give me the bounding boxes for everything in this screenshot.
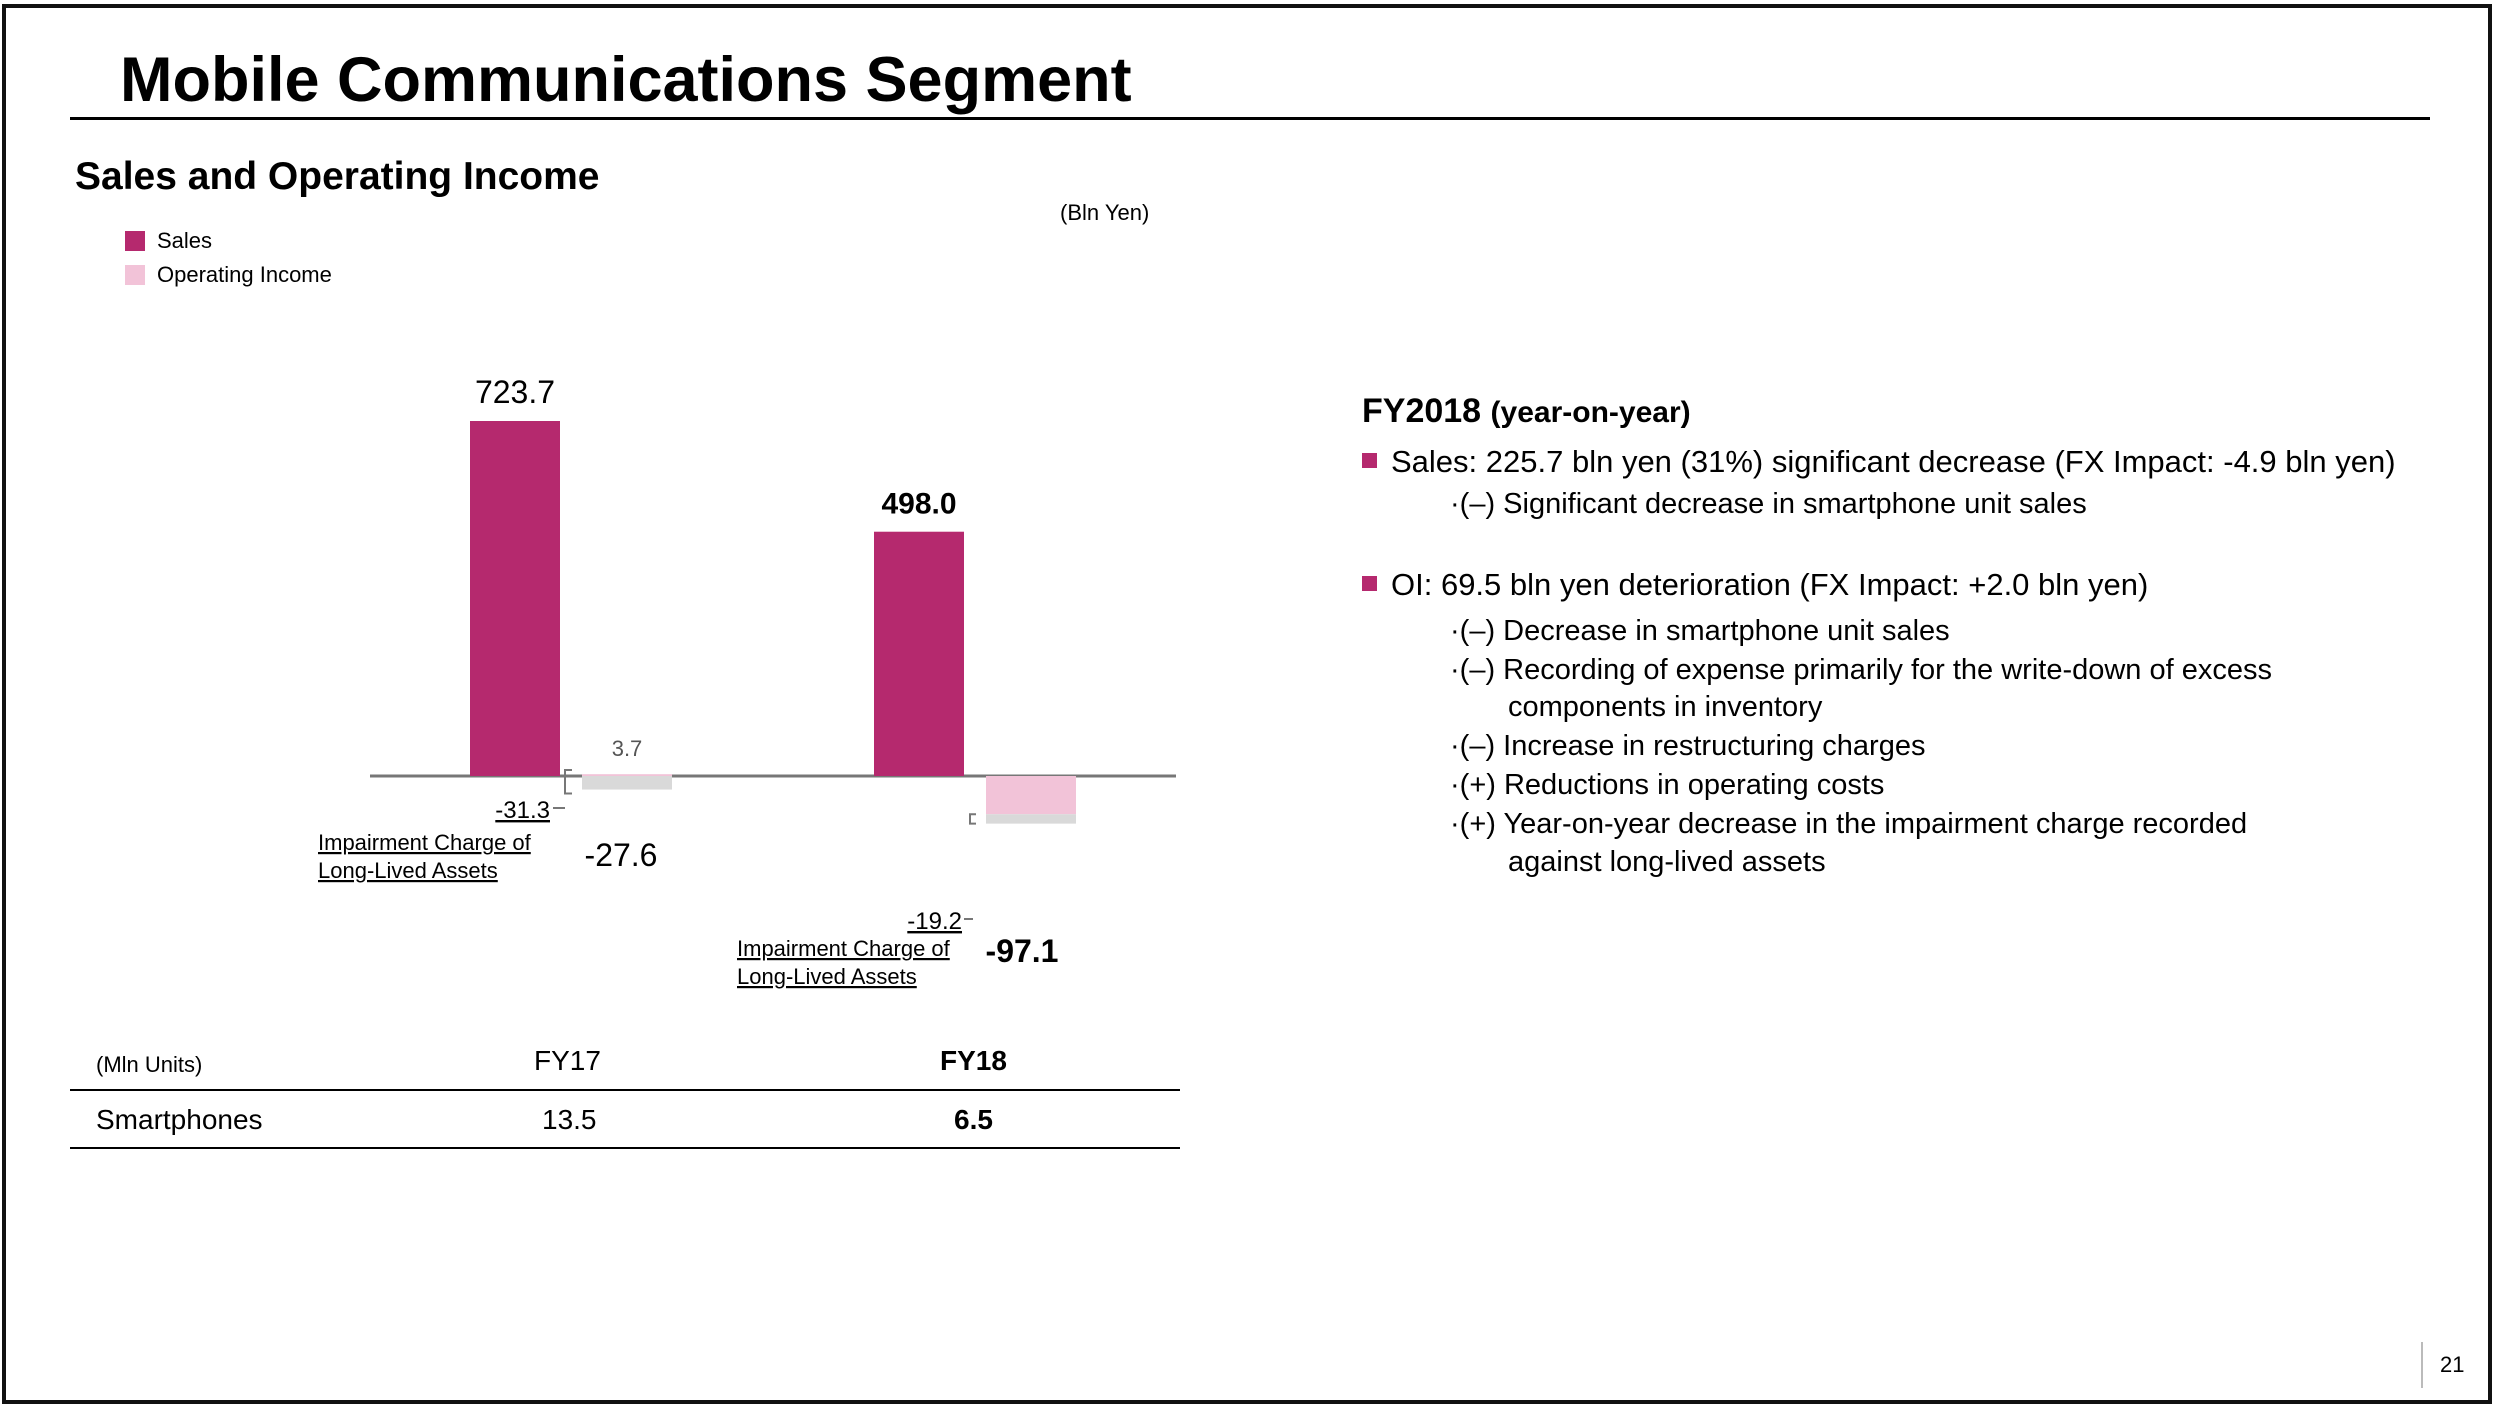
bar-oi-fy18-impairment xyxy=(986,814,1076,824)
commentary-oi-point: ·(+) Year-on-year decrease in the impair… xyxy=(1450,808,2248,840)
unit-label: (Bln Yen) xyxy=(1060,200,1150,225)
commentary-sales-line: Sales: 225.7 bln yen (31%) significant d… xyxy=(1391,444,2396,479)
commentary-heading: FY2018 (year-on-year) xyxy=(1362,392,1691,431)
data-label-oi-fy17-total: -27.6 xyxy=(585,837,658,873)
slide-frame xyxy=(2,4,2492,1404)
page-title: Mobile Communications Segment xyxy=(120,45,1132,115)
annotation-impairment-fy18-line1: Impairment Charge of xyxy=(737,936,951,961)
data-label-sales-fy18: 498.0 xyxy=(881,488,956,521)
legend-label-operating-income: Operating Income xyxy=(157,262,332,287)
legend-item-sales: Sales xyxy=(125,224,332,258)
data-label-sales-fy17: 723.7 xyxy=(475,374,555,410)
commentary-oi-point-continued: components in inventory xyxy=(1508,691,1823,723)
table-header-rule xyxy=(70,1089,1180,1091)
bracket-impairment-fy17 xyxy=(564,769,572,795)
page-number: 21 xyxy=(2440,1352,2465,1377)
commentary-heading-paren: (year-on-year) xyxy=(1490,396,1691,429)
legend-swatch-operating-income xyxy=(125,265,145,285)
data-label-oi-fy17-positive: 3.7 xyxy=(612,736,643,761)
commentary-heading-year: FY2018 xyxy=(1362,392,1482,430)
data-label-oi-fy18-total: -97.1 xyxy=(986,933,1059,969)
bracket-impairment-fy18 xyxy=(969,813,976,825)
chart-subtitle: Sales and Operating Income xyxy=(75,155,600,198)
commentary-oi-point: ·(–) Recording of expense primarily for … xyxy=(1450,654,2272,686)
table-col-fy17: FY17 xyxy=(534,1045,601,1076)
commentary-oi-point: ·(+) Reductions in operating costs xyxy=(1450,769,1885,801)
table-unit-label: (Mln Units) xyxy=(96,1052,203,1077)
data-label-impairment-fy18: -19.2 xyxy=(907,908,962,935)
table-row-label-smartphones: Smartphones xyxy=(96,1104,263,1135)
annotation-impairment-fy17-line2: Long-Lived Assets xyxy=(318,858,498,883)
bar-oi-fy17-positive xyxy=(582,774,672,776)
title-rule xyxy=(70,117,2430,120)
table-cell-fy17: 13.5 xyxy=(542,1104,597,1135)
commentary-oi-bullet: OI: 69.5 bln yen deterioration (FX Impac… xyxy=(1362,567,2148,603)
bar-sales-fy18 xyxy=(874,531,964,776)
page-number-separator xyxy=(2421,1342,2423,1388)
table-bottom-rule xyxy=(70,1147,1180,1149)
annotation-impairment-fy18-line2: Long-Lived Assets xyxy=(737,964,917,989)
legend-label-sales: Sales xyxy=(157,228,213,253)
commentary-oi-point-continued: against long-lived assets xyxy=(1508,846,1826,878)
commentary-sales-point: ·(–) Significant decrease in smartphone … xyxy=(1450,488,2087,520)
commentary-oi-point: ·(–) Decrease in smartphone unit sales xyxy=(1450,615,1950,647)
commentary-oi-point: ·(–) Increase in restructuring charges xyxy=(1450,730,1926,762)
table-cell-fy18: 6.5 xyxy=(954,1104,993,1135)
bullet-square-icon xyxy=(1362,576,1377,592)
table-col-fy18: FY18 xyxy=(940,1045,1007,1076)
bar-oi-fy17-impairment xyxy=(582,776,672,790)
legend-swatch-sales xyxy=(125,231,145,251)
bullet-square-icon xyxy=(1362,453,1377,469)
commentary-sales-bullet: Sales: 225.7 bln yen (31%) significant d… xyxy=(1362,444,2396,480)
annotation-impairment-fy17-line1: Impairment Charge of xyxy=(318,830,532,855)
data-label-impairment-fy17: -31.3 xyxy=(495,797,550,824)
legend-item-operating-income: Operating Income xyxy=(125,258,332,292)
chart-legend: Sales Operating Income xyxy=(125,224,332,292)
commentary-oi-line: OI: 69.5 bln yen deterioration (FX Impac… xyxy=(1391,567,2149,602)
bar-oi-fy18-main xyxy=(986,776,1076,815)
bar-sales-fy17 xyxy=(470,421,560,776)
